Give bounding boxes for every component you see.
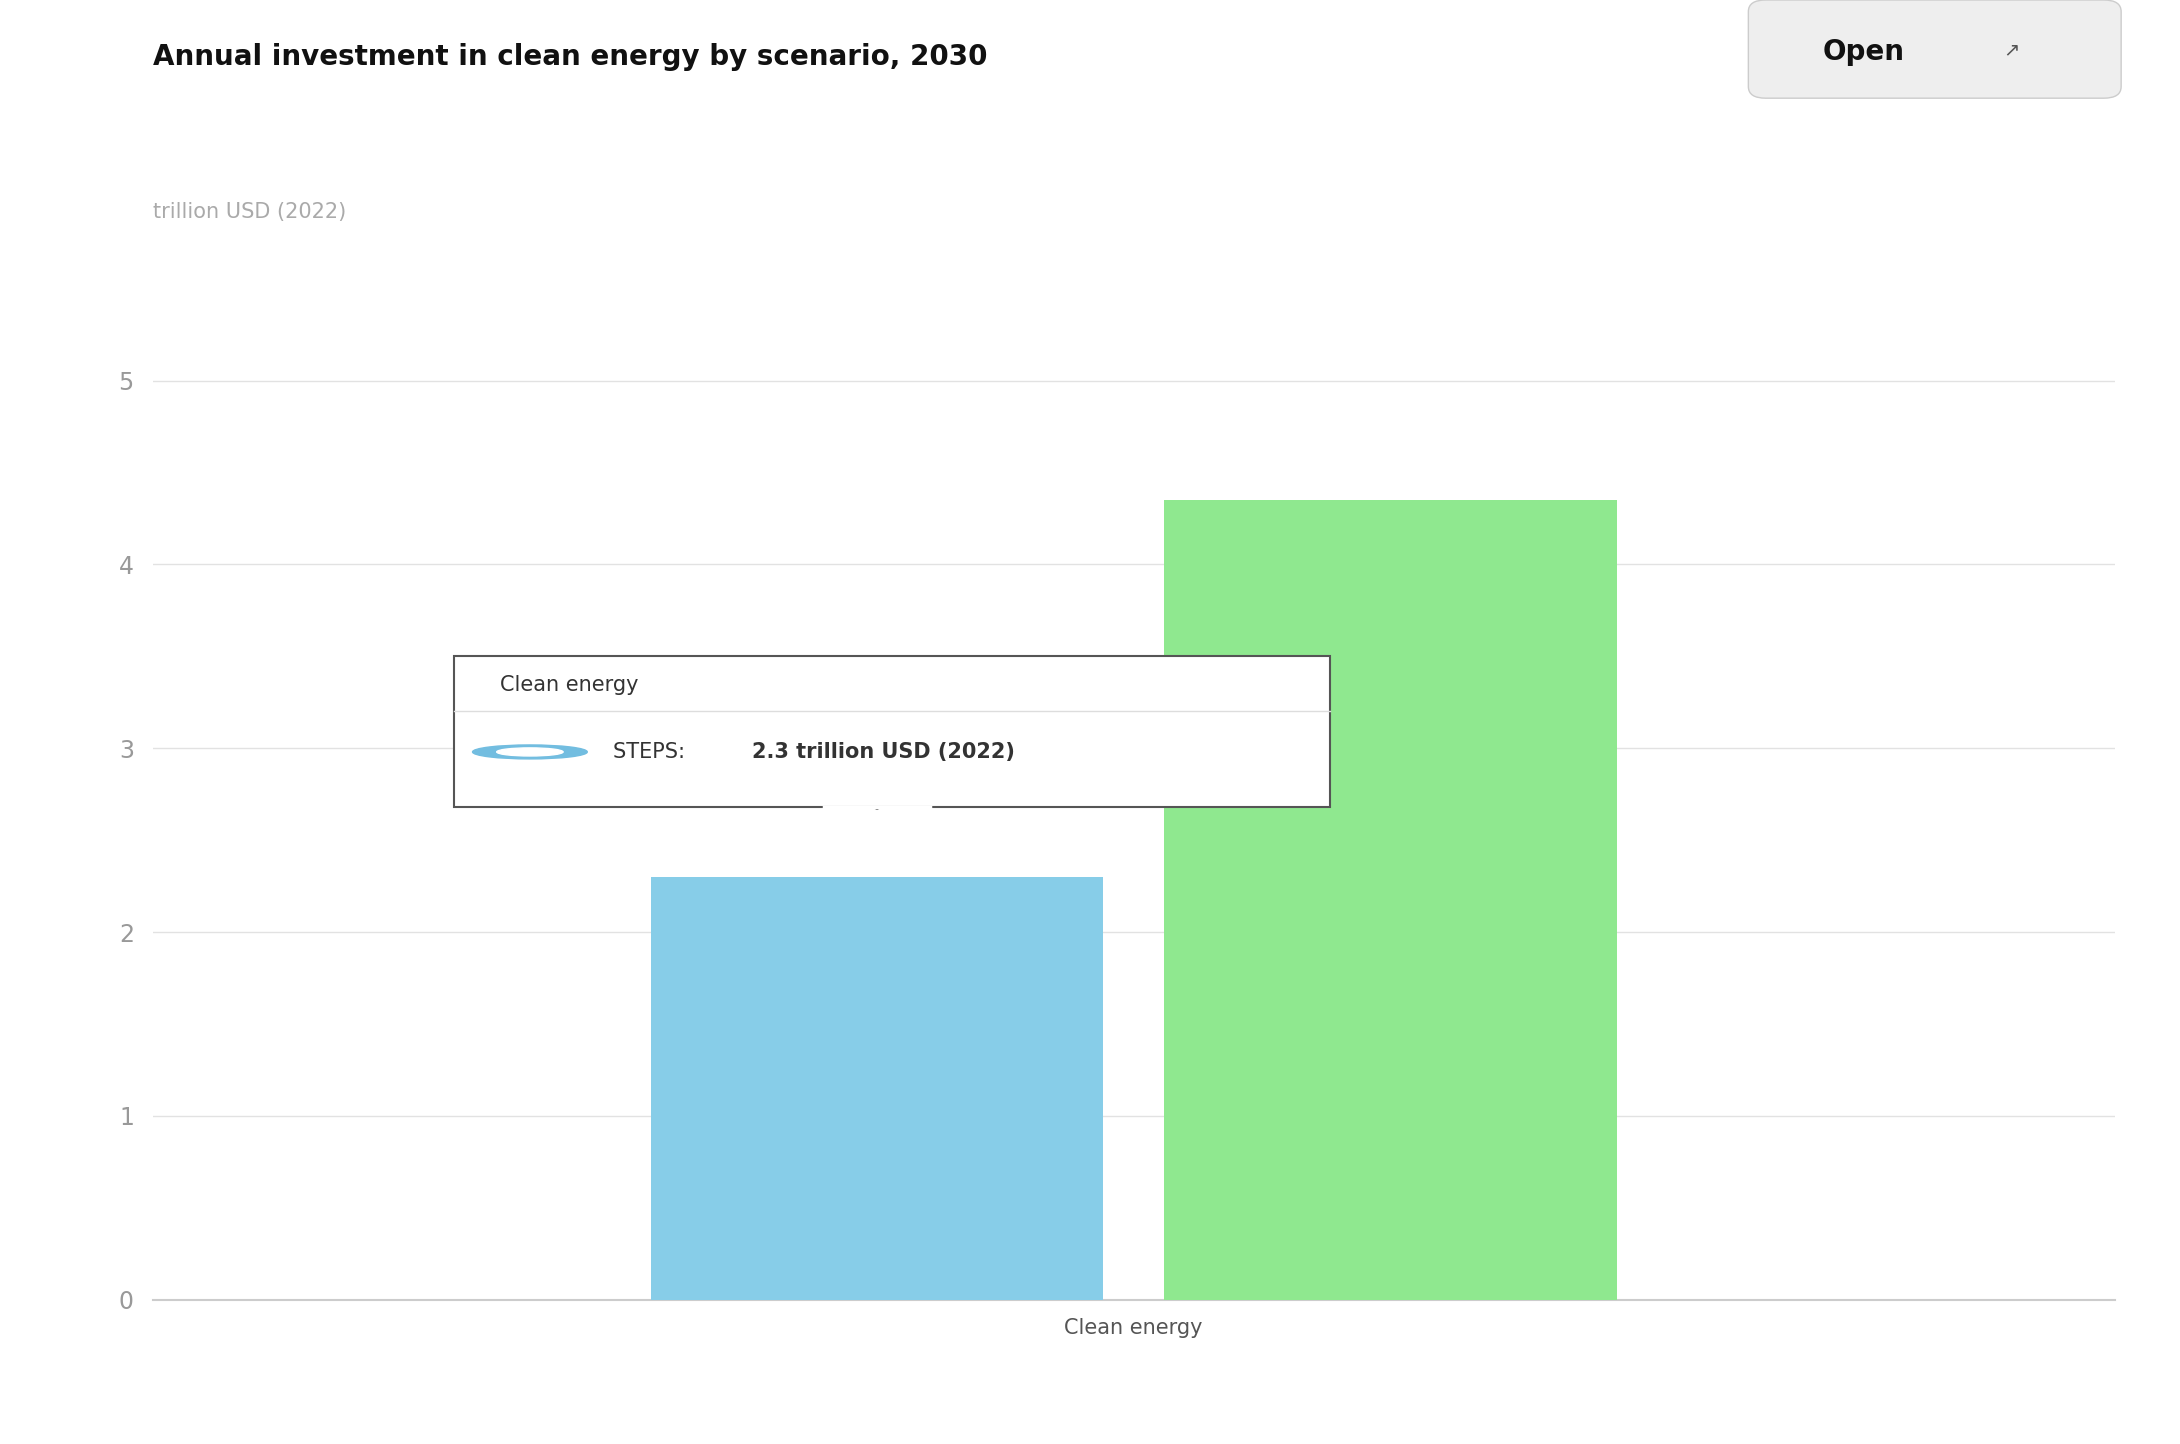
Text: 2.3 trillion USD (2022): 2.3 trillion USD (2022): [752, 742, 1014, 762]
Text: ↗: ↗: [2003, 40, 2021, 59]
Text: trillion USD (2022): trillion USD (2022): [153, 202, 347, 222]
Text: Annual investment in clean energy by scenario, 2030: Annual investment in clean energy by sce…: [153, 43, 988, 71]
Bar: [1164, 500, 1618, 1300]
Text: STEPS:: STEPS:: [613, 742, 691, 762]
Circle shape: [497, 748, 562, 757]
Text: Clean energy: Clean energy: [499, 674, 639, 695]
Bar: [650, 877, 1103, 1300]
FancyBboxPatch shape: [453, 657, 1330, 807]
Circle shape: [473, 745, 586, 760]
Text: Open: Open: [1822, 38, 1905, 65]
Polygon shape: [824, 783, 931, 809]
